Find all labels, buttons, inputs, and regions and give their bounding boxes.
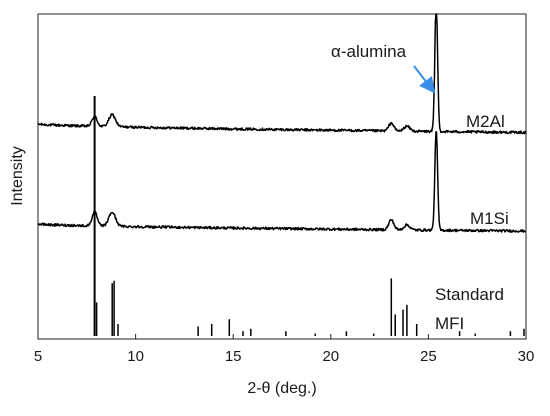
x-tick-label: 5	[34, 348, 42, 365]
y-axis-title: Intensity	[9, 146, 26, 206]
series-label-mfi: MFI	[435, 314, 464, 333]
annotation-arrow	[413, 65, 436, 94]
x-tick-label: 15	[225, 348, 242, 365]
x-ticks: 5 10 15 20 25 30	[34, 334, 535, 365]
series-label-m2al: M2Al	[466, 112, 505, 131]
series-label-standard: Standard	[435, 285, 504, 304]
x-tick-label: 30	[518, 348, 535, 365]
series-line-m1si	[37, 131, 527, 233]
plot-frame	[37, 13, 527, 340]
series-layer	[37, 13, 527, 336]
x-tick-label: 25	[420, 348, 437, 365]
x-tick-label: 20	[322, 348, 339, 365]
x-axis-title: 2-θ (deg.)	[247, 380, 316, 397]
series-line-m2al	[37, 13, 527, 135]
series-label-m1si: M1Si	[470, 209, 509, 228]
x-tick-label: 10	[127, 348, 144, 365]
annotation-alpha-alumina: α-alumina	[331, 42, 407, 61]
